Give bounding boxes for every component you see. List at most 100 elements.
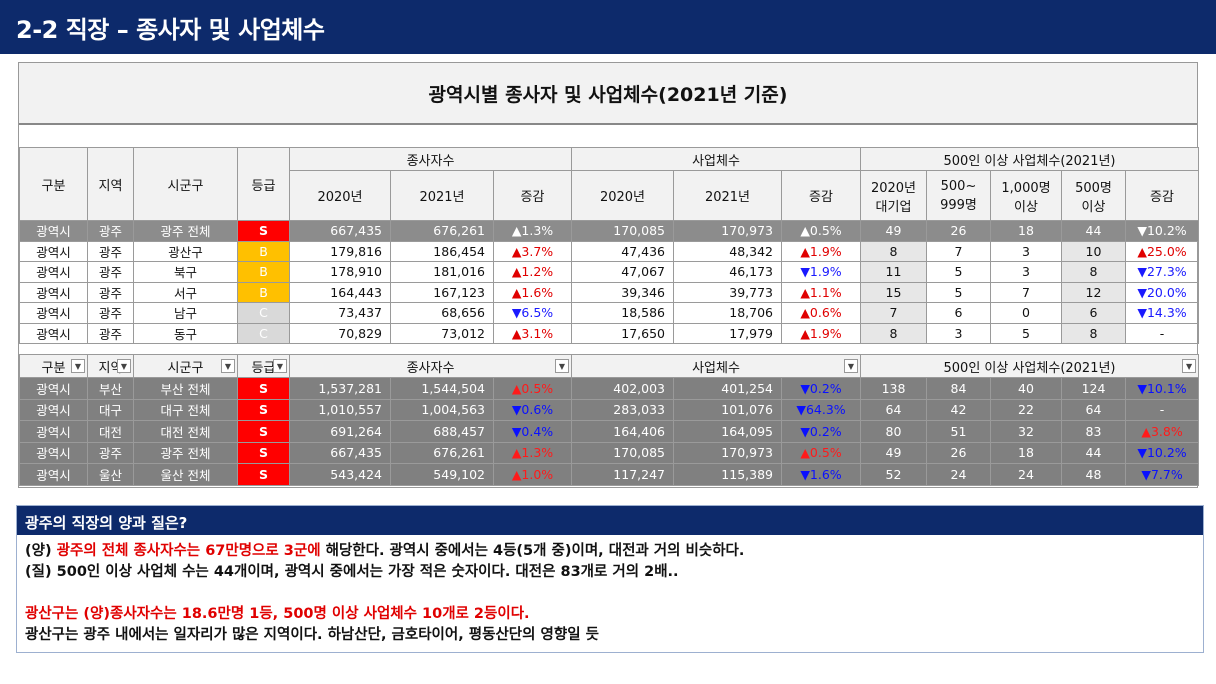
dropdown-arrow-icon[interactable]: ▼ [273,359,287,373]
cell-w2020: 667,435 [289,220,391,242]
cell-b2020: 283,033 [571,398,674,421]
cell-w2021: 68,656 [390,302,494,324]
dropdown-arrow-icon[interactable]: ▼ [1182,359,1197,373]
cell-district: 부산 전체 [133,377,238,400]
col-business: 사업체수 [571,147,861,171]
cell-b2021: 170,973 [673,441,782,464]
col-b2020: 2020년 [571,170,674,221]
cell-grade: S [237,420,290,443]
cell-c1000: 22 [990,398,1062,421]
summary-line-4: 광산구는 광주 내에서는 일자리가 많은 지역이다. 하남산단, 금호타이어, … [25,627,599,643]
cell-gubun: 광역시 [19,398,88,421]
cell-b2020: 170,085 [571,441,674,464]
cell-b2020: 47,067 [571,261,674,283]
cell-big: 7 [860,302,927,324]
cell-grade: C [237,322,290,344]
dropdown-arrow-icon[interactable]: ▼ [117,359,131,373]
col-workers: 종사자수 [289,147,572,171]
cell-grade: S [237,441,290,464]
cell-b2020: 117,247 [571,463,674,486]
cell-bchg: ▼0.2% [781,377,861,400]
spreadsheet: 광역시별 종사자 및 사업체수(2021년 기준) 구분 지역 시군구 등급 종… [18,62,1200,488]
cell-c500: 51 [926,420,991,443]
cell-big: 49 [860,220,927,242]
filter-over500[interactable]: 500인 이상 사업체수(2021년) ▼ [859,354,1200,378]
cell-bchg: ▼64.3% [781,398,861,421]
table-title: 광역시별 종사자 및 사업체수(2021년 기준) [19,63,1197,125]
cell-bchg: ▲0.5% [781,441,861,464]
table-row: 광역시 울산 울산 전체 S 543,424 549,102 ▲1.0% 117,247 115… [19,463,1200,486]
cell-bchg: ▲1.9% [781,240,861,262]
filter-business[interactable]: 사업체수 ▼ [571,354,861,378]
cell-district: 북구 [133,261,238,283]
table-row: 광역시 광주 광주 전체 S 667,435 676,261 ▲1.3% 170,085 170… [19,220,1200,242]
filter-workers[interactable]: 종사자수 ▼ [289,354,572,378]
cell-b2021: 164,095 [673,420,782,443]
cell-b2020: 164,406 [571,420,674,443]
cell-c1000: 24 [990,463,1062,486]
cell-c500p: 8 [1061,261,1126,283]
col-c1000: 1,000명 이상 [990,170,1062,221]
cell-ochg: ▼20.0% [1124,281,1200,303]
cell-region: 광주 [87,441,134,464]
filter-funnel-icon[interactable]: ▼ [221,359,235,373]
cell-gubun: 광역시 [19,302,88,324]
cell-w2021: 549,102 [390,463,494,486]
dropdown-arrow-icon[interactable]: ▼ [555,359,569,373]
cell-w2020: 667,435 [289,441,391,464]
header-bar: 2-2 직장 – 종사자 및 사업체수 [0,0,1216,54]
cell-region: 대전 [87,420,134,443]
cell-ochg: ▲3.8% [1124,420,1200,443]
dropdown-arrow-icon[interactable]: ▼ [844,359,858,373]
cell-district: 광주 전체 [133,220,238,242]
cell-c1000: 7 [990,281,1062,303]
cell-c500: 3 [926,322,991,344]
cell-b2021: 115,389 [673,463,782,486]
filter-region[interactable]: 지약 ▼ [87,354,134,378]
cell-w2020: 543,424 [289,463,391,486]
cell-c1000: 32 [990,420,1062,443]
cell-gubun: 광역시 [19,441,88,464]
cell-region: 광주 [87,302,134,324]
filter-district[interactable]: 시군구 ▼ [133,354,238,378]
cell-ochg: ▼10.2% [1124,220,1200,242]
cell-b2020: 17,650 [571,322,674,344]
cell-grade: S [237,377,290,400]
cell-gubun: 광역시 [19,240,88,262]
cell-c1000: 3 [990,261,1062,283]
cell-b2021: 48,342 [673,240,782,262]
cell-w2021: 181,016 [390,261,494,283]
cell-big: 49 [860,441,927,464]
cell-c500: 7 [926,240,991,262]
cell-w2021: 676,261 [390,220,494,242]
cell-grade: S [237,398,290,421]
cell-w2020: 179,816 [289,240,391,262]
filter-grade[interactable]: 등급 ▼ [237,354,290,378]
col-wchg: 증감 [493,170,572,221]
cell-district: 서구 [133,281,238,303]
cell-c500p: 8 [1061,322,1126,344]
cell-wchg: ▲1.6% [493,281,572,303]
cell-c1000: 40 [990,377,1062,400]
cell-region: 광주 [87,322,134,344]
cell-c500: 26 [926,220,991,242]
col-ochg: 증감 [1124,170,1200,221]
cell-c1000: 3 [990,240,1062,262]
cell-region: 광주 [87,281,134,303]
cell-b2020: 39,346 [571,281,674,303]
cell-wchg: ▲1.3% [493,441,572,464]
dropdown-arrow-icon[interactable]: ▼ [71,359,85,373]
cell-bchg: ▲0.6% [781,302,861,324]
cell-c500: 26 [926,441,991,464]
col-bchg: 증감 [781,170,861,221]
cell-w2021: 1,004,563 [390,398,494,421]
table-row: 광역시 광주 광산구 B 179,816 186,454 ▲3.7% 47,436 48,342… [19,240,1200,262]
cell-b2020: 402,003 [571,377,674,400]
table-row: 광역시 광주 북구 B 178,910 181,016 ▲1.2% 47,067 46,173 ▼… [19,261,1200,283]
cell-gubun: 광역시 [19,322,88,344]
filter-gubun[interactable]: 구분 ▼ [19,354,88,378]
cell-ochg: ▼27.3% [1124,261,1200,283]
cell-c500p: 83 [1061,420,1126,443]
table-row: 광역시 광주 광주 전체 S 667,435 676,261 ▲1.3% 170,085 170… [19,441,1200,464]
cell-ochg: ▼10.1% [1124,377,1200,400]
